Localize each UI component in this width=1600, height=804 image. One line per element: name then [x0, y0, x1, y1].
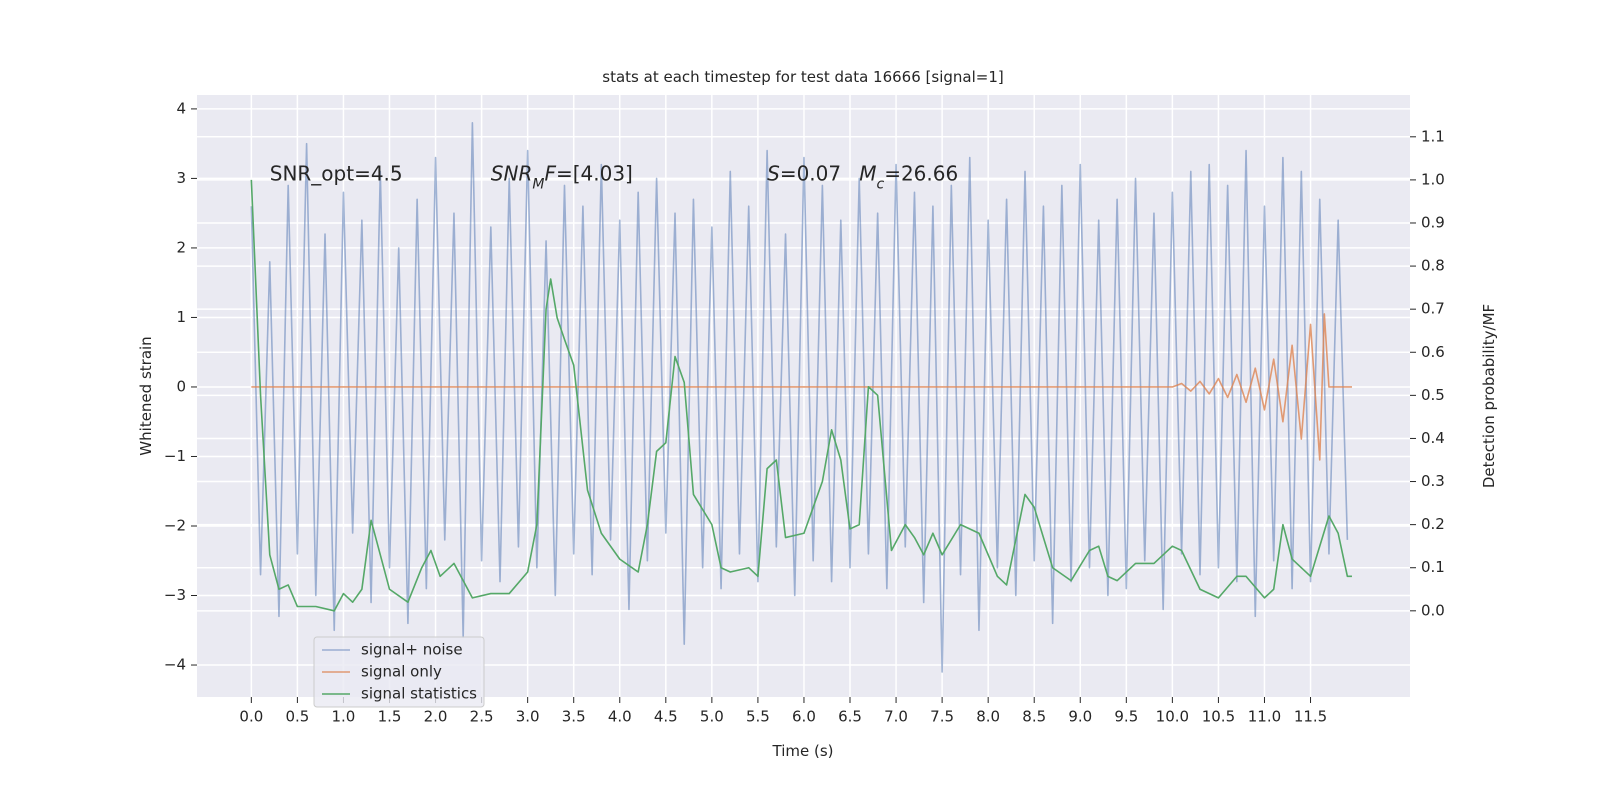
annotation: SNR_opt=4.5	[270, 161, 403, 185]
y-tick-label: 1	[176, 308, 186, 326]
x-tick-label: 1.0	[332, 708, 356, 726]
y-tick-label: −3	[164, 586, 186, 604]
x-tick-label: 9.0	[1068, 708, 1092, 726]
x-tick-label: 11.5	[1294, 708, 1327, 726]
x-tick-label: 0.0	[239, 708, 263, 726]
x-axis-label: Time (s)	[772, 742, 834, 760]
y2-tick-label: 1.1	[1421, 127, 1445, 145]
y2-tick-label: 0.1	[1421, 558, 1445, 576]
y2-tick-label: 1.0	[1421, 170, 1445, 188]
x-tick-label: 7.0	[884, 708, 908, 726]
y2-tick-label: 0.9	[1421, 213, 1445, 231]
y2-tick-label: 0.2	[1421, 515, 1445, 533]
x-tick-label: 5.0	[700, 708, 724, 726]
annotation-part: =0.07	[780, 161, 841, 185]
y-axis-label: Whitened strain	[137, 336, 155, 455]
annotation: Mc=26.66	[859, 161, 958, 192]
annotation-part: SNR	[491, 161, 533, 185]
legend-frame	[313, 636, 485, 708]
x-tick-label: 6.5	[838, 708, 862, 726]
x-tick-label: 11.0	[1248, 708, 1281, 726]
series-line	[250, 179, 1352, 612]
annotation-part: =26.66	[884, 161, 958, 185]
annotation-part: c	[876, 176, 884, 192]
x-tick-label: 5.5	[746, 708, 770, 726]
y-tick-label: 3	[176, 169, 186, 187]
x-tick-label: 7.5	[930, 708, 954, 726]
x-tick-label: 10.0	[1156, 708, 1189, 726]
x-tick-label: 3.5	[562, 708, 586, 726]
annotation: S=0.07	[767, 161, 841, 185]
x-tick-label: 9.5	[1114, 708, 1138, 726]
y2-tick-label: 0.4	[1421, 429, 1445, 447]
x-tick-label: 8.0	[976, 708, 1000, 726]
x-tick-label: 2.5	[470, 708, 494, 726]
x-tick-label: 0.5	[285, 708, 309, 726]
annotation-part: SNR_opt=4.5	[270, 161, 403, 185]
y-tick-label: 2	[176, 238, 186, 256]
series-line	[251, 313, 1352, 461]
x-tick-label: 8.5	[1022, 708, 1046, 726]
annotation-part: =[4.03]	[556, 161, 633, 185]
chart-title: stats at each timestep for test data 166…	[602, 68, 1003, 86]
y2-tick-label: 0.6	[1421, 343, 1445, 361]
y-tick-label: −1	[164, 447, 186, 465]
x-tick-label: 2.0	[424, 708, 448, 726]
y2-tick-label: 0.3	[1421, 472, 1445, 490]
legend-label: signal statistics	[361, 685, 477, 703]
legend-label: signal only	[361, 663, 442, 681]
x-tick-label: 1.5	[378, 708, 402, 726]
annotation-part: F	[544, 161, 556, 185]
legend: signal+ noise signal only signal statistic…	[313, 636, 485, 708]
annotation-part: S	[767, 161, 780, 185]
x-tick-label: 4.5	[654, 708, 678, 726]
y2-tick-label: 0.7	[1421, 300, 1445, 318]
legend-label: signal+ noise	[361, 641, 463, 659]
labels: 0.0 0.5 1.0 1.5 2.0 2.5 3.0 3.5 4.0 4.5 5.0 5.5 6.0 6…	[164, 99, 1445, 725]
y-tick-label: 0	[176, 377, 186, 395]
y-tick-label: −2	[164, 516, 186, 534]
x-tick-label: 10.5	[1202, 708, 1235, 726]
x-tick-label: 3.0	[516, 708, 540, 726]
annotation-part: M	[532, 176, 544, 192]
marks	[250, 122, 1352, 673]
y-tick-label: 4	[176, 99, 186, 117]
series-line	[250, 122, 1349, 673]
y-tick-label: −4	[164, 656, 186, 674]
y2-axis-label: Detection probability/MF	[1480, 304, 1498, 488]
x-tick-label: 6.0	[792, 708, 816, 726]
annotation-part: M	[859, 161, 876, 185]
x-tick-label: 4.0	[608, 708, 632, 726]
y2-tick-label: 0.5	[1421, 386, 1445, 404]
y2-tick-label: 0.0	[1421, 601, 1445, 619]
y2-tick-label: 0.8	[1421, 257, 1445, 275]
annotation: SNRMF=[4.03]	[491, 161, 633, 192]
